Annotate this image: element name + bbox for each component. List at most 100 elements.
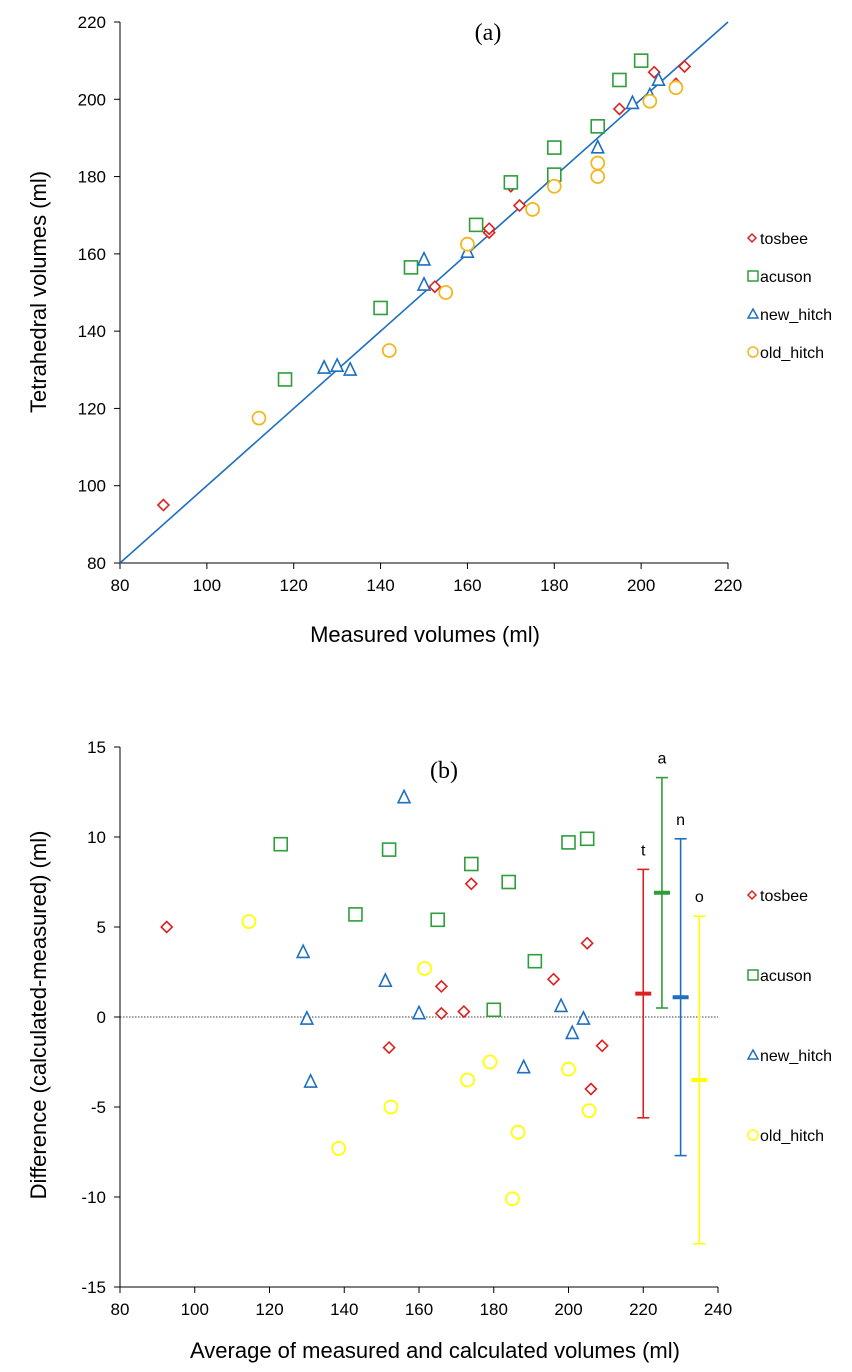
x-tick-label: 220	[714, 576, 742, 595]
data-point-old_hitch	[668, 80, 684, 96]
y-tick-label: 100	[78, 477, 106, 496]
data-point-old_hitch	[642, 93, 658, 109]
data-point-old_hitch	[331, 1141, 347, 1156]
data-point-new_hitch	[329, 357, 345, 372]
data-point-old_hitch	[581, 1103, 597, 1118]
x-axis-title: Average of measured and calculated volum…	[190, 1338, 680, 1363]
data-point-acuson	[373, 300, 388, 316]
x-tick-label: 180	[480, 1300, 508, 1319]
x-tick-label: 140	[366, 576, 394, 595]
x-tick-label: 100	[181, 1300, 209, 1319]
legend-marker-acuson	[747, 270, 759, 282]
legend-label-old_hitch: old_hitch	[760, 345, 824, 362]
series-acuson	[277, 53, 649, 387]
data-point-tosbee	[546, 972, 561, 986]
data-point-new_hitch	[316, 359, 332, 374]
legend-label-acuson: acuson	[760, 968, 812, 985]
y-tick-label: -10	[81, 1188, 106, 1207]
y-tick-label: -15	[81, 1278, 106, 1297]
y-tick-label: 180	[78, 168, 106, 187]
y-tick-label: 10	[87, 828, 106, 847]
error-bar-label: n	[676, 812, 685, 829]
legend-item-acuson: acuson	[747, 968, 812, 985]
y-tick-label: 200	[78, 90, 106, 109]
data-point-old_hitch	[510, 1124, 526, 1140]
data-point-acuson	[468, 217, 484, 233]
data-point-new_hitch	[411, 1004, 427, 1020]
y-axis-title: Difference (calculated-measured) (ml)	[26, 831, 51, 1200]
data-point-tosbee	[457, 1004, 471, 1019]
data-point-old_hitch	[482, 1054, 498, 1070]
x-tick-label: 120	[255, 1300, 283, 1319]
error-bar-label: a	[657, 751, 666, 768]
error-bar-label: o	[695, 889, 704, 906]
identity-line	[119, 21, 729, 564]
error-bar-label: t	[641, 842, 646, 859]
data-point-tosbee	[464, 877, 478, 891]
legend-item-old_hitch: old_hitch	[747, 1128, 824, 1145]
x-tick-label: 240	[704, 1300, 732, 1319]
y-tick-label: 80	[87, 554, 106, 573]
data-point-acuson	[633, 53, 649, 68]
data-point-new_hitch	[396, 788, 412, 804]
data-point-old_hitch	[251, 410, 267, 426]
data-point-acuson	[527, 953, 543, 969]
data-point-acuson	[403, 260, 419, 275]
y-tick-label: -5	[91, 1098, 106, 1117]
data-point-tosbee	[595, 1039, 609, 1053]
error-bar-n: n	[672, 812, 689, 1157]
legend-marker-old_hitch	[747, 346, 759, 358]
series-old_hitch	[251, 80, 684, 426]
data-point-tosbee	[580, 936, 594, 950]
legend-marker-old_hitch	[747, 1129, 759, 1141]
data-point-tosbee	[382, 1040, 396, 1055]
data-point-tosbee	[512, 198, 527, 213]
data-point-acuson	[277, 372, 293, 387]
legend-marker-new_hitch	[746, 307, 760, 319]
x-axis-title: Measured volumes (ml)	[310, 622, 540, 647]
legend-marker-tosbee	[746, 889, 758, 901]
data-point-acuson	[561, 835, 576, 850]
y-tick-label: 15	[87, 738, 106, 757]
x-tick-label: 220	[629, 1300, 657, 1319]
legend-marker-tosbee	[746, 232, 758, 244]
data-point-acuson	[348, 907, 363, 922]
data-point-old_hitch	[460, 1072, 475, 1088]
data-point-new_hitch	[625, 94, 640, 110]
x-tick-label: 100	[193, 576, 221, 595]
legend-item-old_hitch: old_hitch	[747, 345, 824, 362]
series-tosbee	[160, 877, 609, 1096]
x-tick-label: 180	[540, 576, 568, 595]
error-bar-a: a	[653, 751, 670, 1009]
data-point-old_hitch	[460, 236, 475, 252]
data-point-old_hitch	[546, 178, 562, 194]
data-point-old_hitch	[417, 961, 433, 976]
data-point-new_hitch	[416, 275, 432, 291]
y-tick-label: 120	[78, 399, 106, 418]
data-point-old_hitch	[590, 155, 606, 171]
data-point-new_hitch	[565, 1024, 580, 1040]
panel-label: (a)	[475, 20, 502, 46]
data-point-tosbee	[584, 1082, 598, 1096]
series-new_hitch	[316, 71, 666, 376]
legend-label-tosbee: tosbee	[760, 888, 808, 905]
data-point-tosbee	[160, 920, 174, 934]
data-point-new_hitch	[295, 943, 311, 959]
x-tick-label: 160	[453, 576, 481, 595]
legend-item-acuson: acuson	[747, 269, 812, 286]
data-point-acuson	[486, 1002, 502, 1018]
legend-label-new_hitch: new_hitch	[760, 1048, 832, 1065]
y-tick-label: 220	[78, 13, 106, 32]
series-acuson	[273, 831, 595, 1018]
x-tick-label: 80	[111, 576, 130, 595]
data-point-acuson	[612, 72, 627, 88]
data-point-acuson	[464, 856, 479, 872]
error-bar-t: t	[635, 842, 652, 1119]
legend-marker-new_hitch	[746, 1048, 760, 1060]
legend-label-old_hitch: old_hitch	[760, 1128, 824, 1145]
data-point-tosbee	[428, 280, 442, 294]
data-point-tosbee	[677, 59, 692, 74]
data-point-acuson	[501, 874, 517, 890]
panel-label: (b)	[430, 758, 458, 784]
